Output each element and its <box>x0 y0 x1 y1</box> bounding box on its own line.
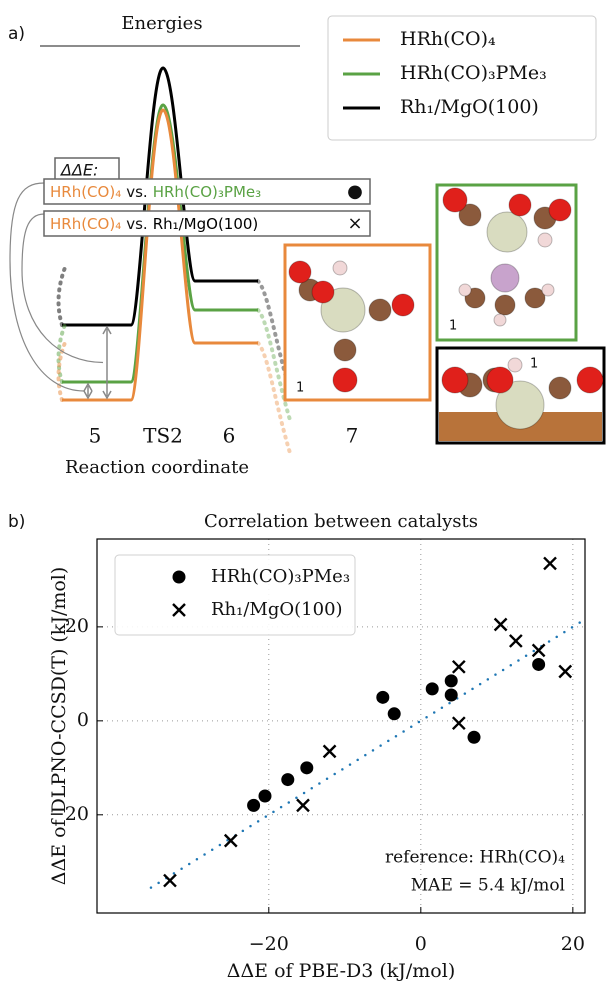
legend-label: HRh(CO)₃PMe₃ <box>211 566 350 587</box>
cross-stroke <box>559 665 571 677</box>
x-axis-label: ΔΔE of PBE-D3 (kJ/mol) <box>227 960 456 982</box>
data-point <box>324 745 336 757</box>
atom <box>334 339 356 361</box>
x-tick-label: 5 <box>89 424 102 448</box>
cross-stroke <box>510 635 522 647</box>
data-point <box>281 773 294 786</box>
fade-tail <box>59 265 66 325</box>
atom <box>392 294 414 316</box>
atom <box>491 264 519 292</box>
x-tick-label: TS2 <box>143 424 183 448</box>
atom <box>542 284 554 296</box>
x-tick-label: 7 <box>346 424 359 448</box>
other-name: HRh(CO)₃PMe₃ <box>153 183 261 201</box>
reference-name: HRh(CO)₄ <box>50 215 121 233</box>
cross-stroke <box>164 875 176 887</box>
data-point <box>468 731 481 744</box>
comparison-marker: ● <box>347 181 363 202</box>
versus: vs. <box>126 183 147 201</box>
cross-stroke <box>453 717 465 729</box>
atom <box>508 358 522 372</box>
data-point <box>453 661 465 673</box>
atom <box>549 199 571 221</box>
legend-label: HRh(CO)₄ <box>400 28 496 50</box>
atom <box>487 367 513 393</box>
atom <box>549 377 571 399</box>
atom <box>509 194 531 216</box>
x-axis-label: Reaction coordinate <box>65 457 249 478</box>
data-point <box>300 761 313 774</box>
chart-title: Energies <box>121 13 202 34</box>
structure-label: 1 <box>296 381 304 396</box>
data-point <box>258 790 271 803</box>
atom <box>494 314 506 326</box>
atom <box>538 233 552 247</box>
legend-label: HRh(CO)₃PMe₃ <box>400 62 547 84</box>
data-point <box>247 799 260 812</box>
x-tick-label: 20 <box>561 933 585 955</box>
atom <box>333 261 347 275</box>
y-tick-label: 0 <box>77 709 89 731</box>
structure-label: 1 <box>530 357 538 372</box>
cross-stroke <box>544 557 556 569</box>
atom <box>333 368 357 392</box>
data-point <box>532 658 545 671</box>
data-point <box>445 688 458 701</box>
x-tick-label: 0 <box>415 933 427 955</box>
atom <box>289 261 311 283</box>
structure-label: 1 <box>449 319 457 334</box>
comparison-marker: × <box>347 213 362 234</box>
data-point <box>544 557 556 569</box>
data-point <box>376 691 389 704</box>
atom <box>495 295 515 315</box>
other-name: Rh₁/MgO(100) <box>153 215 259 233</box>
data-point <box>297 799 309 811</box>
atom <box>443 188 467 212</box>
atom <box>487 212 527 252</box>
atom <box>369 299 391 321</box>
panel-label: a) <box>8 24 25 44</box>
annotation-title: ΔΔE: <box>59 161 98 180</box>
data-point <box>164 875 176 887</box>
figure: a) Energies Reaction coordinate 5 TS2 6 7 HRh(C… <box>0 0 608 986</box>
atom <box>459 284 471 296</box>
x-tick-label: −20 <box>249 933 289 955</box>
data-point <box>510 635 522 647</box>
annotation: reference: HRh(CO)₄ <box>385 848 565 868</box>
legend-label: Rh₁/MgO(100) <box>400 96 539 118</box>
cross-stroke <box>324 745 336 757</box>
atom <box>312 281 334 303</box>
data-point <box>426 682 439 695</box>
versus: vs. <box>126 215 147 233</box>
comparison-text: HRh(CO)₄ vs. Rh₁/MgO(100) <box>50 215 258 233</box>
legend-label: Rh₁/MgO(100) <box>211 599 343 620</box>
data-point <box>453 717 465 729</box>
y-tick-label: −20 <box>49 803 89 825</box>
annotation: MAE = 5.4 kJ/mol <box>411 876 565 896</box>
cross-stroke <box>453 661 465 673</box>
x-tick-label: 6 <box>223 424 236 448</box>
chart-title: Correlation between catalysts <box>204 511 478 532</box>
data-point <box>495 619 507 631</box>
data-point <box>445 674 458 687</box>
data-point <box>559 665 571 677</box>
cross-stroke <box>297 799 309 811</box>
legend-marker <box>173 571 186 584</box>
y-tick-label: 20 <box>65 615 89 637</box>
atom <box>442 367 468 393</box>
cross-stroke <box>495 619 507 631</box>
comparison-text: HRh(CO)₄ vs. HRh(CO)₃PMe₃ <box>50 183 261 201</box>
data-point <box>388 707 401 720</box>
panel-label: b) <box>8 512 25 532</box>
reference-name: HRh(CO)₄ <box>50 183 121 201</box>
atom <box>577 367 603 393</box>
